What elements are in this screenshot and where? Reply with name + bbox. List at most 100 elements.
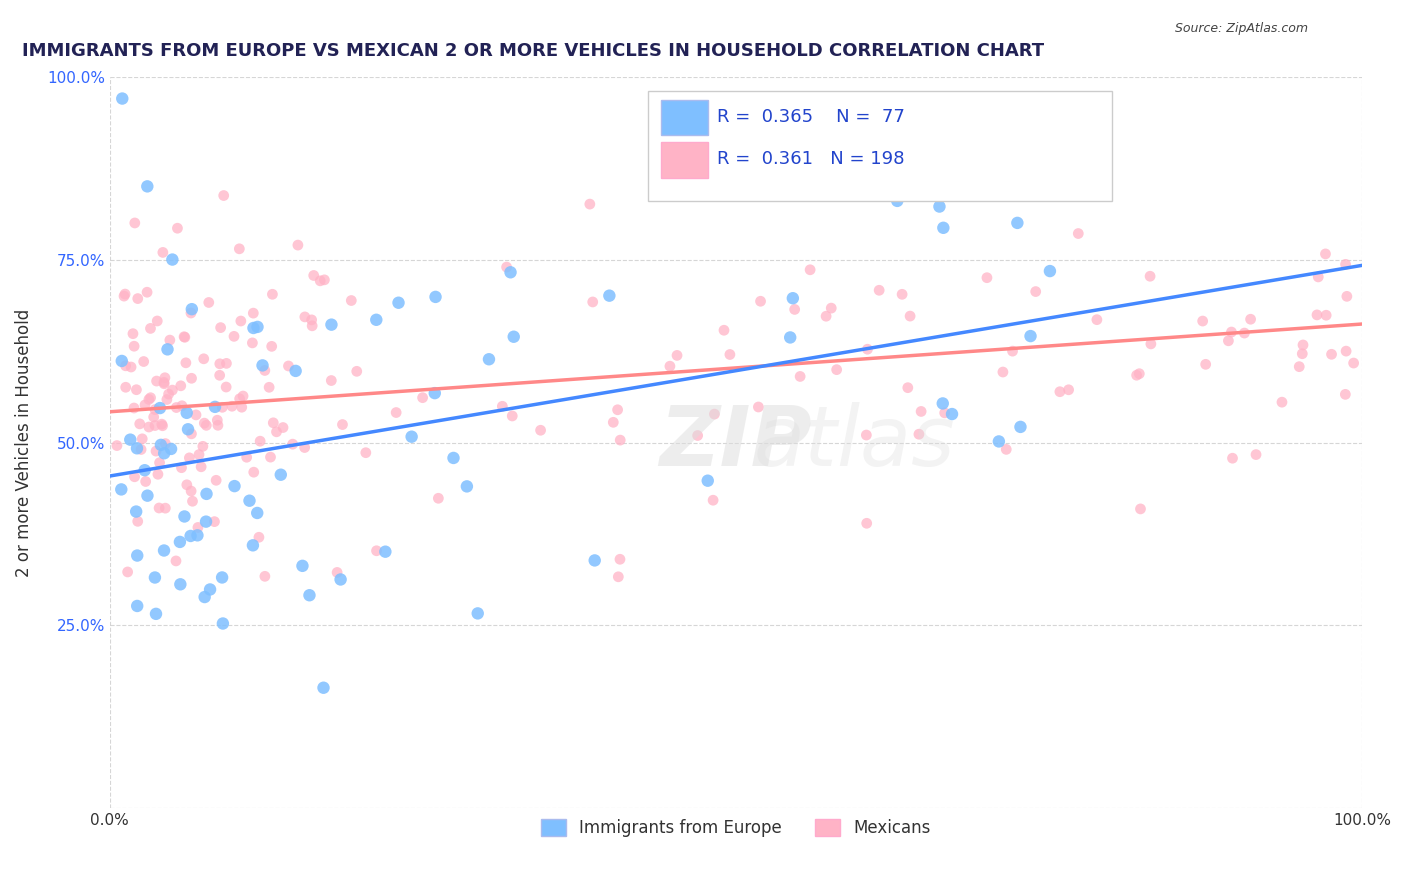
Point [799, 262, 821, 277]
Point [1128, 367, 1150, 381]
Point [713, 323, 735, 337]
Point [124, 470, 146, 484]
Point [502, 330, 524, 344]
Point [1220, 325, 1243, 339]
Point [1025, 285, 1047, 299]
Point [1139, 269, 1161, 284]
Point [749, 294, 772, 309]
Point [180, 426, 202, 441]
Point [122, 339, 145, 353]
FancyBboxPatch shape [661, 100, 709, 136]
Point [222, 329, 245, 343]
Point [114, 359, 136, 373]
Point [215, 380, 238, 394]
Point [329, 573, 352, 587]
Point [1334, 257, 1357, 271]
Point [125, 505, 148, 519]
Point [136, 489, 159, 503]
Point [142, 410, 165, 425]
Point [229, 314, 252, 328]
Point [257, 380, 280, 394]
Point [143, 402, 166, 417]
Point [143, 418, 166, 433]
Legend: Immigrants from Europe, Mexicans: Immigrants from Europe, Mexicans [534, 813, 938, 844]
Point [215, 356, 238, 370]
Point [1292, 338, 1315, 352]
Point [387, 295, 409, 310]
Point [385, 405, 408, 419]
Point [443, 450, 465, 465]
Point [779, 330, 801, 344]
Point [401, 430, 423, 444]
Point [153, 446, 176, 460]
Point [156, 392, 179, 407]
Point [747, 400, 769, 414]
Point [136, 285, 159, 300]
Point [354, 446, 377, 460]
Point [146, 314, 169, 328]
Point [1067, 227, 1090, 241]
Point [179, 450, 201, 465]
Point [1244, 448, 1267, 462]
Point [111, 91, 134, 105]
Point [815, 310, 838, 324]
Point [1308, 269, 1330, 284]
Point [294, 310, 316, 324]
Point [153, 376, 176, 390]
Point [607, 570, 630, 584]
Point [159, 333, 181, 347]
Point [205, 473, 228, 487]
Point [228, 242, 250, 256]
Point [855, 516, 877, 531]
Point [1343, 356, 1365, 370]
Point [260, 339, 283, 353]
Point [1239, 312, 1261, 326]
Point [658, 359, 681, 374]
Point [346, 364, 368, 378]
Point [153, 376, 176, 391]
Point [340, 293, 363, 308]
Point [908, 427, 931, 442]
Point [1271, 395, 1294, 409]
Point [191, 439, 214, 453]
Point [820, 301, 842, 315]
Point [988, 169, 1011, 183]
Point [148, 501, 170, 516]
Point [120, 359, 142, 374]
Point [193, 416, 215, 430]
Point [127, 549, 149, 563]
Point [238, 493, 260, 508]
Point [195, 418, 218, 433]
Point [181, 494, 204, 508]
Point [366, 313, 388, 327]
Point [309, 274, 332, 288]
Point [495, 260, 517, 274]
Point [173, 509, 195, 524]
Point [120, 433, 142, 447]
Point [703, 407, 725, 421]
Point [1191, 314, 1213, 328]
Point [180, 371, 202, 385]
Point [609, 552, 631, 566]
Point [212, 616, 235, 631]
Point [976, 270, 998, 285]
Point [157, 387, 180, 401]
Point [122, 326, 145, 341]
Point [169, 535, 191, 549]
Point [1019, 329, 1042, 343]
Point [112, 289, 135, 303]
Point [718, 347, 741, 361]
Point [131, 432, 153, 446]
Point [253, 569, 276, 583]
Point [143, 570, 166, 584]
Point [193, 351, 215, 366]
Point [321, 318, 343, 332]
Point [160, 442, 183, 456]
Point [686, 428, 709, 442]
Point [856, 343, 879, 357]
Point [242, 538, 264, 552]
Point [783, 302, 806, 317]
Point [122, 401, 145, 415]
Point [666, 348, 689, 362]
Point [186, 528, 208, 542]
